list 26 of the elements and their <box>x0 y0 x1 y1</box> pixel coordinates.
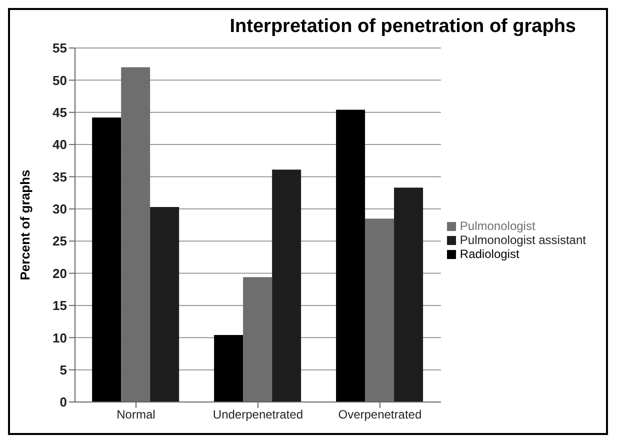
bar <box>92 118 122 402</box>
y-tick-label: 15 <box>52 298 67 314</box>
bar <box>150 206 180 402</box>
bar <box>394 188 424 402</box>
bar <box>272 170 302 402</box>
y-axis-title: Percent of graphs <box>18 170 33 280</box>
y-tick-label: 20 <box>52 266 67 281</box>
y-tick-label: 10 <box>52 330 67 346</box>
x-tick-label: Overpenetrated <box>338 408 422 422</box>
y-tick-label: 25 <box>52 234 67 249</box>
y-tick-label: 30 <box>52 202 67 217</box>
y-tick-label: 5 <box>60 362 67 378</box>
y-tick-label: 50 <box>52 72 67 88</box>
bar <box>214 335 244 402</box>
x-tick-label: Normal <box>116 408 156 422</box>
legend-label: Radiologist <box>460 246 520 260</box>
legend-label: Pulmonologist assistant <box>460 232 586 246</box>
chart-title: Interpretation of penetration of graphs <box>228 15 577 39</box>
y-tick-label: 35 <box>52 169 67 184</box>
y-tick-label: 45 <box>52 104 67 120</box>
x-tick-label: Underpenetrated <box>212 408 303 422</box>
y-tick-label: 0 <box>60 394 67 410</box>
y-tick-label: 40 <box>52 137 67 152</box>
legend-label: Pulmonologist <box>460 218 536 232</box>
bar <box>336 110 366 402</box>
y-tick-label: 55 <box>52 40 67 56</box>
